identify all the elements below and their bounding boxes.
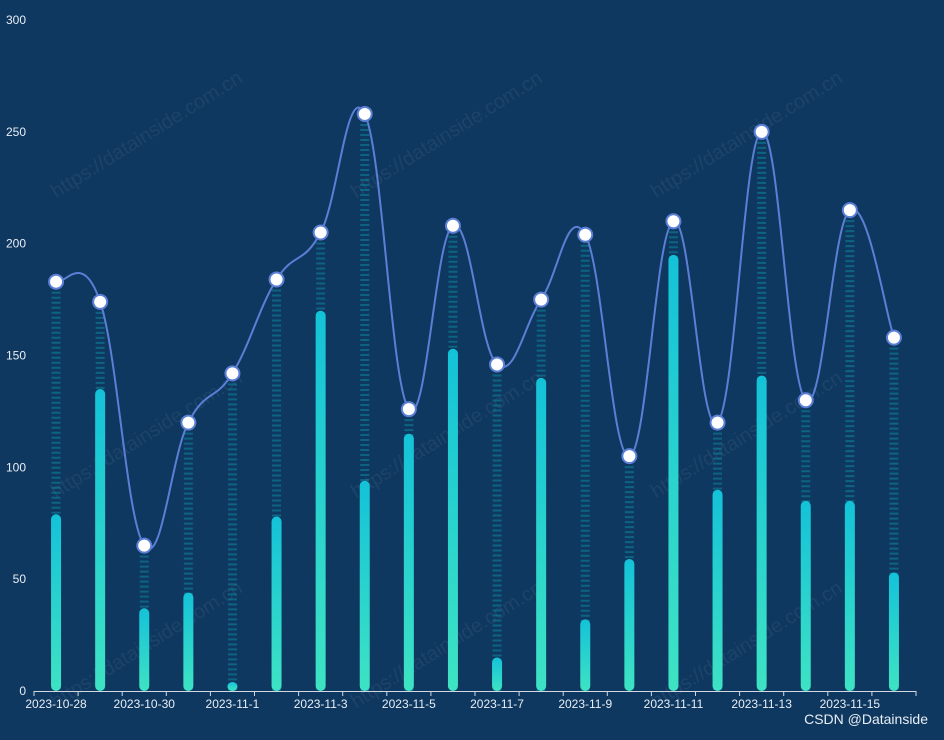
y-tick-label: 300 <box>6 13 26 27</box>
line-point <box>621 448 638 465</box>
line-point <box>533 291 550 308</box>
bar <box>51 514 62 691</box>
bar <box>227 682 238 691</box>
bar <box>447 348 458 691</box>
line-markers <box>48 105 902 554</box>
line-point <box>797 392 814 409</box>
y-tick-label: 50 <box>13 572 27 586</box>
y-tick-label: 150 <box>6 349 26 363</box>
line-point <box>356 105 373 122</box>
line-point <box>709 414 726 431</box>
bar <box>888 572 899 691</box>
bar <box>800 500 811 691</box>
line-point <box>489 356 506 373</box>
y-tick-label: 100 <box>6 460 26 474</box>
bar <box>315 310 326 691</box>
line-point <box>224 365 241 382</box>
watermark-text: https://datainside.com.cn <box>47 367 246 503</box>
line-point <box>665 213 682 230</box>
y-tick-label: 0 <box>19 684 26 698</box>
watermark-text: https://datainside.com.cn <box>347 577 546 713</box>
y-axis: 0 50 100 150 200 250 300 <box>6 13 26 698</box>
bar <box>844 500 855 691</box>
credit-watermark: CSDN @Datainside <box>804 711 928 727</box>
line-point <box>312 224 329 241</box>
bar <box>95 389 106 691</box>
line-series <box>55 106 895 550</box>
bar <box>403 433 414 691</box>
bar <box>359 480 370 691</box>
line-point <box>841 202 858 219</box>
x-tick-label: 2023-11-5 <box>382 697 436 711</box>
x-tick-label: 2023-11-7 <box>470 697 524 711</box>
bar <box>536 377 547 691</box>
bar <box>580 619 591 691</box>
watermark-text: https://datainside.com.cn <box>647 67 846 203</box>
bar <box>492 657 503 691</box>
bar <box>712 489 723 691</box>
x-tick-label: 2023-11-15 <box>820 697 881 711</box>
bar <box>668 254 679 691</box>
watermark-text: https://datainside.com.cn <box>47 67 246 203</box>
x-tick-label: 2023-11-9 <box>558 697 612 711</box>
line-point <box>400 401 417 418</box>
x-tick-label: 2023-10-30 <box>114 697 176 711</box>
watermark-text: https://datainside.com.cn <box>347 367 546 503</box>
bar <box>183 592 194 691</box>
line-point <box>180 414 197 431</box>
line-point <box>92 293 109 310</box>
line-point <box>885 329 902 346</box>
line-point <box>136 537 153 554</box>
bar-series <box>51 254 899 691</box>
x-tick-label: 2023-10-28 <box>25 697 87 711</box>
bar <box>139 608 150 691</box>
bar <box>624 559 635 691</box>
bar <box>271 516 282 691</box>
y-tick-label: 250 <box>6 125 26 139</box>
line-path <box>55 106 895 550</box>
line-point <box>48 273 65 290</box>
line-point <box>444 217 461 234</box>
line-point <box>577 226 594 243</box>
x-tick-label: 2023-11-11 <box>644 697 704 711</box>
y-tick-label: 200 <box>6 237 26 251</box>
x-axis: 2023-10-28 2023-10-30 2023-11-1 2023-11-3 20… <box>25 691 917 711</box>
x-tick-label: 2023-11-13 <box>731 697 792 711</box>
bar <box>756 375 767 691</box>
x-tick-label: 2023-11-1 <box>206 697 260 711</box>
line-point <box>753 123 770 140</box>
x-tick-label: 2023-11-3 <box>294 697 348 711</box>
line-point <box>268 271 285 288</box>
